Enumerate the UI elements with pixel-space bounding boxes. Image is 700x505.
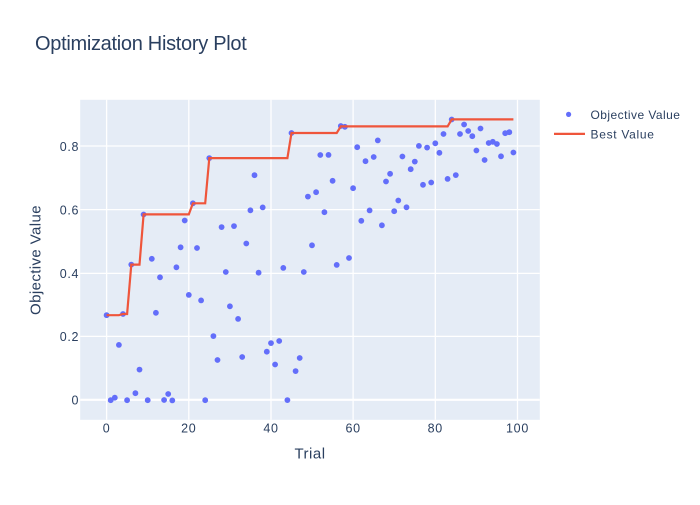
svg-text:0.2: 0.2 xyxy=(60,330,79,344)
svg-text:Best Value: Best Value xyxy=(591,127,655,141)
svg-text:Objective Value: Objective Value xyxy=(27,205,44,315)
svg-text:0.4: 0.4 xyxy=(60,267,79,281)
svg-text:Objective Value: Objective Value xyxy=(591,108,681,122)
svg-text:0: 0 xyxy=(103,422,111,436)
svg-text:0.8: 0.8 xyxy=(60,140,79,154)
svg-text:80: 80 xyxy=(428,422,443,436)
svg-text:Optimization History Plot: Optimization History Plot xyxy=(35,33,247,55)
svg-text:0.6: 0.6 xyxy=(60,203,79,217)
svg-text:20: 20 xyxy=(181,422,196,436)
svg-text:Trial: Trial xyxy=(294,446,325,463)
svg-text:0: 0 xyxy=(72,394,80,408)
svg-text:60: 60 xyxy=(345,422,360,436)
svg-text:100: 100 xyxy=(506,422,529,436)
svg-text:40: 40 xyxy=(263,422,278,436)
